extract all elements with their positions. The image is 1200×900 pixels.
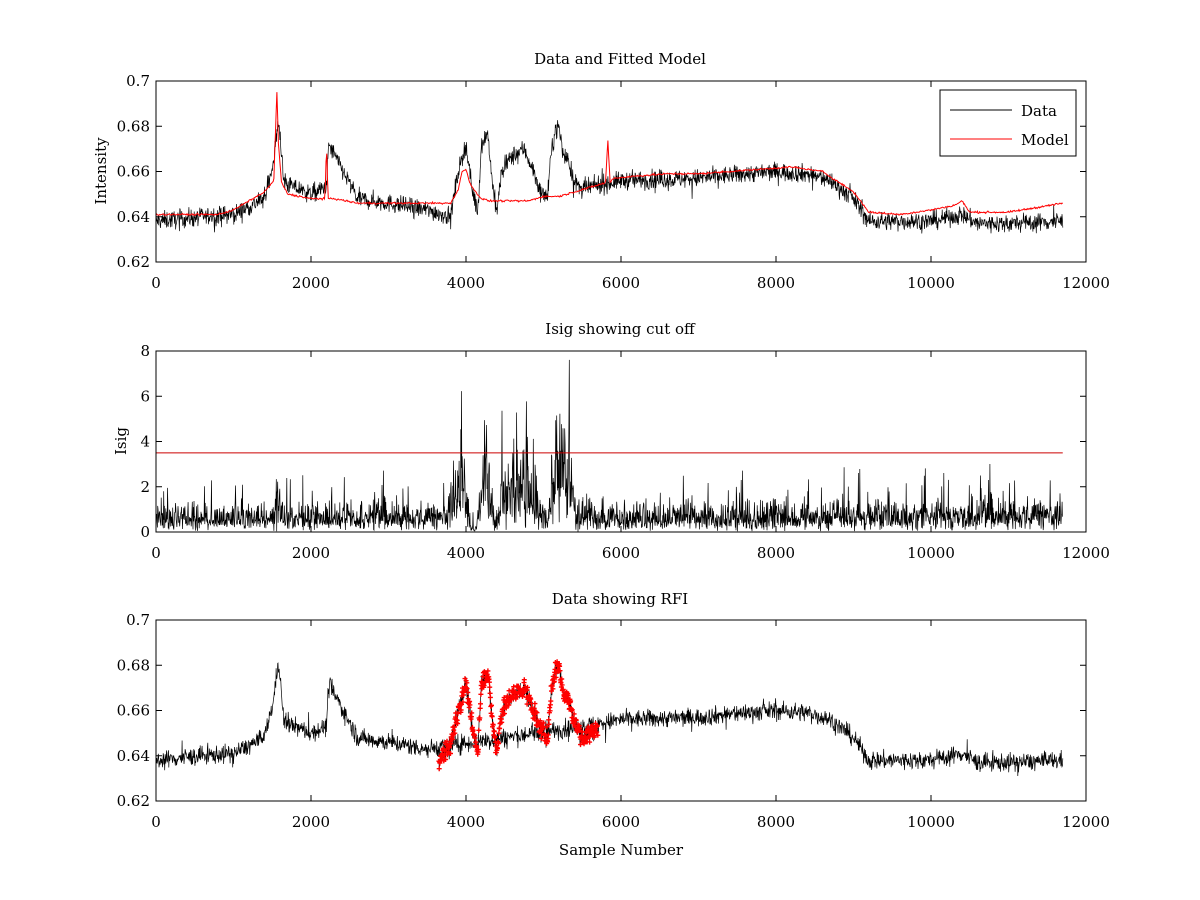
panel-3-xlabel: Sample Number <box>559 841 684 859</box>
panel-2: Isig showing cut off Isig 0 2000 4000 6000 8… <box>112 320 1110 562</box>
panel-2-ticks: 0 2000 4000 6000 8000 10000 12000 0 2 4 6 8 <box>140 342 1109 562</box>
panel-2-title: Isig showing cut off <box>545 320 696 338</box>
y-tick-label: 0.68 <box>117 656 150 674</box>
x-tick-label: 2000 <box>292 274 330 292</box>
x-tick-label: 12000 <box>1062 813 1110 831</box>
panel-3-axes <box>156 620 1086 801</box>
x-tick-label: 2000 <box>292 544 330 562</box>
y-tick-label: 2 <box>140 478 150 496</box>
x-tick-label: 8000 <box>757 274 795 292</box>
x-tick-label: 8000 <box>757 813 795 831</box>
y-tick-label: 0.7 <box>126 72 150 90</box>
x-tick-label: 12000 <box>1062 544 1110 562</box>
panel-3-title: Data showing RFI <box>552 590 688 608</box>
x-tick-label: 10000 <box>907 544 955 562</box>
series-data <box>156 120 1064 234</box>
panel-1-plot-area <box>156 92 1064 234</box>
y-tick-label: 4 <box>140 433 150 451</box>
panel-2-axes <box>156 351 1086 532</box>
legend-box <box>939 89 1077 157</box>
x-tick-label: 10000 <box>907 274 955 292</box>
x-tick-label: 8000 <box>757 544 795 562</box>
x-tick-label: 4000 <box>447 544 485 562</box>
panel-2-plot-area <box>156 359 1063 532</box>
x-tick-label: 6000 <box>602 544 640 562</box>
series-rfi-markers <box>436 659 601 772</box>
panel-3-ticks: 0 2000 4000 6000 8000 10000 12000 0.62 0.64 0.66 0… <box>117 611 1110 831</box>
panel-1-ticks: 0 2000 4000 6000 8000 10000 12000 0.62 0.64 0.66 0… <box>117 72 1110 292</box>
x-tick-label: 12000 <box>1062 274 1110 292</box>
x-tick-label: 2000 <box>292 813 330 831</box>
panel-1-title: Data and Fitted Model <box>534 50 706 68</box>
panel-1-ylabel: Intensity <box>92 137 110 205</box>
panel-1-axes <box>156 81 1086 262</box>
x-tick-label: 0 <box>151 813 161 831</box>
panel-1-legend: Data Model <box>939 89 1077 157</box>
series-model <box>156 92 1064 217</box>
panel-3-plot-area <box>156 659 1064 777</box>
y-tick-label: 0.62 <box>117 792 150 810</box>
x-tick-label: 4000 <box>447 813 485 831</box>
panel-3: Data showing RFI 0 2000 4000 6000 8000 10000 1… <box>117 590 1110 859</box>
legend-data-label: Data <box>1021 102 1057 120</box>
x-tick-label: 6000 <box>602 813 640 831</box>
y-tick-label: 0 <box>140 523 150 541</box>
x-tick-label: 0 <box>151 274 161 292</box>
panel-1: Data and Fitted Model Intensity 0 2000 400… <box>92 50 1110 292</box>
x-tick-label: 10000 <box>907 813 955 831</box>
y-tick-label: 0.66 <box>117 702 150 720</box>
y-tick-label: 0.64 <box>117 747 150 765</box>
legend-model-label: Model <box>1021 131 1069 149</box>
y-tick-label: 8 <box>140 342 150 360</box>
y-tick-label: 0.64 <box>117 208 150 226</box>
series-isig <box>156 359 1063 532</box>
series-data <box>156 662 1064 777</box>
x-tick-label: 6000 <box>602 274 640 292</box>
y-tick-label: 0.7 <box>126 611 150 629</box>
y-tick-label: 0.66 <box>117 163 150 181</box>
y-tick-label: 0.62 <box>117 253 150 271</box>
y-tick-label: 6 <box>140 387 150 405</box>
x-tick-label: 4000 <box>447 274 485 292</box>
y-tick-label: 0.68 <box>117 117 150 135</box>
panel-2-ylabel: Isig <box>112 427 130 455</box>
x-tick-label: 0 <box>151 544 161 562</box>
